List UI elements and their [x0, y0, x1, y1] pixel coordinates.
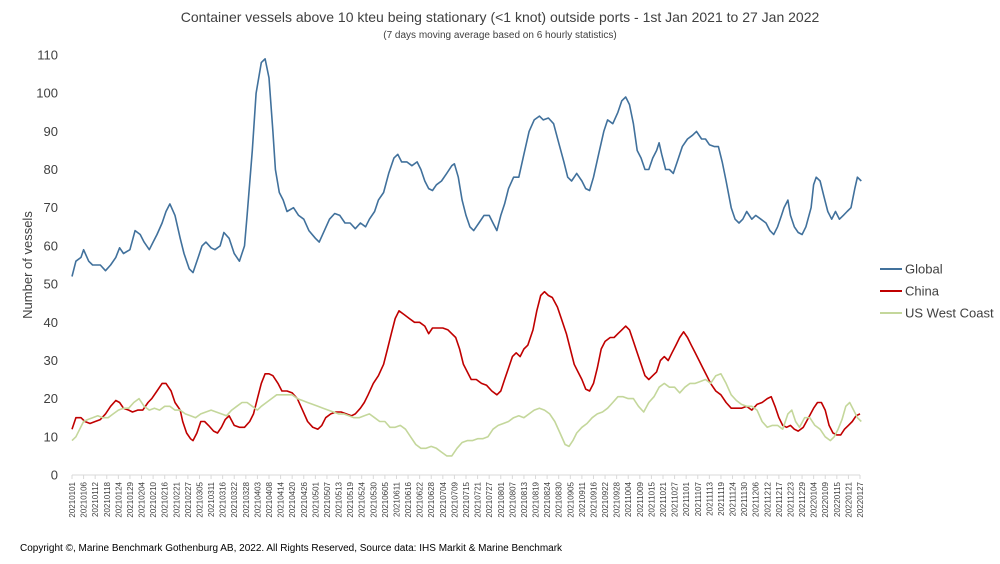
y-tick-label: 90: [44, 124, 58, 139]
copyright-footer: Copyright ©, Marine Benchmark Gothenburg…: [20, 543, 563, 554]
x-tick-label: 20210204: [138, 481, 147, 517]
x-tick-label: 20210408: [265, 481, 274, 517]
x-tick-label: 20210905: [566, 481, 575, 517]
y-tick-label: 110: [37, 48, 58, 63]
x-tick-label: 20211027: [671, 481, 680, 517]
x-tick-label: 20210507: [323, 481, 332, 517]
x-tick-label: 20211212: [763, 481, 772, 517]
x-tick-label: 20210616: [404, 481, 413, 517]
x-tick-label: 20220104: [810, 481, 819, 517]
x-tick-label: 20210628: [427, 481, 436, 517]
x-tick-label: 20210426: [300, 481, 309, 517]
x-tick-label: 20210727: [485, 481, 494, 517]
x-tick-label: 20210807: [508, 481, 517, 517]
x-tick-label: 20210210: [149, 481, 158, 517]
x-tick-label: 20211021: [659, 481, 668, 517]
x-tick-label: 20210414: [277, 481, 286, 517]
x-axis-ticks: 20210101 20210106 20210112 20210118 20210124…: [68, 475, 865, 518]
x-tick-label: 20211229: [798, 481, 807, 517]
x-tick-label: 20211130: [740, 481, 749, 516]
x-tick-label: 20210622: [416, 481, 425, 517]
x-tick-label: 20210530: [369, 481, 378, 517]
x-tick-label: 20210928: [613, 481, 622, 517]
x-tick-label: 20210420: [288, 481, 297, 517]
x-tick-label: 20211119: [717, 481, 726, 515]
series-line-us-west-coast: [71, 372, 862, 457]
y-tick-label: 100: [36, 86, 58, 101]
x-tick-label: 20210501: [311, 481, 320, 517]
x-tick-label: 20210911: [578, 481, 587, 517]
x-tick-label: 20210221: [172, 481, 181, 517]
series-lines: [71, 57, 862, 457]
y-axis-label: Number of vessels: [20, 211, 35, 319]
x-tick-label: 20210801: [497, 481, 506, 517]
x-tick-label: 20211015: [647, 481, 656, 517]
x-tick-label: 20211217: [775, 481, 784, 517]
y-tick-label: 70: [44, 200, 58, 215]
legend-label: China: [905, 284, 940, 299]
x-tick-label: 20210316: [219, 481, 228, 517]
x-tick-label: 20210709: [450, 481, 459, 517]
series-line-china: [71, 290, 861, 442]
x-tick-label: 20210118: [103, 481, 112, 517]
x-tick-label: 20220115: [833, 481, 842, 517]
x-tick-label: 20211223: [786, 481, 795, 517]
y-tick-label: 0: [51, 468, 58, 483]
x-tick-label: 20210305: [195, 481, 204, 517]
legend-label: Global: [905, 262, 943, 277]
x-tick-label: 20211206: [752, 481, 761, 517]
x-tick-label: 20210311: [207, 481, 216, 517]
x-tick-label: 20210830: [555, 481, 564, 517]
x-tick-label: 20210721: [474, 481, 483, 517]
x-tick-label: 20210328: [242, 481, 251, 517]
x-tick-label: 20210322: [230, 481, 239, 517]
x-tick-label: 20211107: [694, 481, 703, 516]
x-tick-label: 20210922: [601, 481, 610, 517]
x-tick-label: 20210824: [543, 481, 552, 517]
y-tick-label: 20: [44, 391, 58, 406]
legend: Global China US West Coast: [880, 262, 994, 321]
x-tick-label: 20210403: [253, 481, 262, 517]
series-line-global: [71, 57, 862, 277]
x-tick-label: 20210124: [114, 481, 123, 517]
x-tick-label: 20210605: [381, 481, 390, 517]
chart-subtitle: (7 days moving average based on 6 hourly…: [383, 30, 616, 41]
x-tick-label: 20210216: [161, 481, 170, 517]
x-tick-label: 20220109: [821, 481, 830, 517]
line-chart: Container vessels above 10 kteu being st…: [20, 9, 994, 518]
x-tick-label: 20210715: [462, 481, 471, 517]
x-tick-label: 20210112: [91, 481, 100, 517]
y-tick-label: 80: [44, 162, 58, 177]
legend-label: US West Coast: [905, 306, 994, 321]
x-tick-label: 20210524: [358, 481, 367, 517]
x-tick-label: 20210916: [589, 481, 598, 517]
chart-title: Container vessels above 10 kteu being st…: [181, 9, 820, 25]
x-tick-label: 20210101: [68, 481, 77, 517]
x-tick-label: 20210129: [126, 481, 135, 517]
x-tick-label: 20211101: [682, 481, 691, 516]
x-tick-label: 20210704: [439, 481, 448, 517]
x-tick-label: 20210227: [184, 481, 193, 517]
x-tick-label: 20211124: [729, 481, 738, 516]
y-tick-label: 50: [44, 277, 58, 292]
y-tick-label: 10: [44, 429, 58, 444]
x-tick-label: 20210106: [80, 481, 89, 517]
y-tick-label: 40: [44, 315, 58, 330]
x-tick-label: 20210813: [520, 481, 529, 517]
x-tick-label: 20210611: [392, 481, 401, 517]
x-tick-label: 20210819: [532, 481, 541, 517]
x-tick-label: 20210513: [335, 481, 344, 517]
x-tick-label: 20211004: [624, 481, 633, 517]
x-tick-label: 20211009: [636, 481, 645, 517]
y-axis-ticks: 0 10 20 30 40 50 60 70 80 90 100 110: [36, 48, 58, 483]
x-tick-label: 20211113: [705, 481, 714, 515]
y-tick-label: 30: [44, 353, 58, 368]
y-tick-label: 60: [44, 238, 58, 253]
x-tick-label: 20210519: [346, 481, 355, 517]
x-tick-label: 20220127: [856, 481, 865, 517]
x-tick-label: 20220121: [844, 481, 853, 517]
